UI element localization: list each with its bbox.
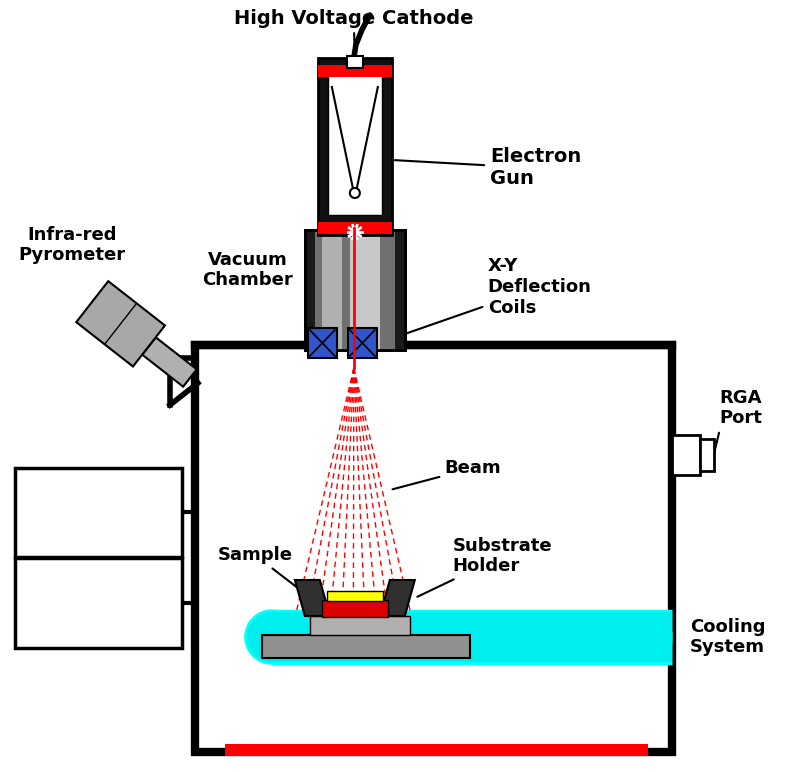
Bar (672, 435, 700, 475)
Text: Substrate
Holder: Substrate Holder (417, 537, 552, 597)
Text: High Voltage Cathode: High Voltage Cathode (234, 8, 474, 63)
Bar (305, 230, 405, 350)
Bar (15, 558, 182, 648)
Bar (322, 230, 342, 350)
Bar (15, 468, 182, 557)
Bar (328, 72, 382, 215)
Bar (195, 345, 672, 752)
Polygon shape (380, 580, 415, 616)
Bar (310, 616, 410, 635)
Bar (322, 600, 388, 617)
Text: Beam: Beam (393, 459, 501, 489)
Bar (700, 439, 714, 471)
Polygon shape (76, 281, 165, 367)
Bar (318, 222, 392, 234)
Bar (308, 328, 337, 358)
Bar (350, 230, 380, 350)
Bar (348, 328, 377, 358)
Text: X-Y
Deflection
Coils: X-Y Deflection Coils (382, 257, 592, 342)
Bar (318, 65, 392, 77)
Bar (347, 56, 363, 68)
Polygon shape (142, 337, 197, 387)
Text: Infra-red
Pyrometer: Infra-red Pyrometer (18, 225, 126, 264)
Text: Sample: Sample (217, 546, 322, 606)
Bar (315, 230, 395, 350)
Text: RGA
Port: RGA Port (719, 388, 763, 428)
Polygon shape (295, 580, 330, 616)
Text: Electron
Gun: Electron Gun (394, 147, 581, 188)
Bar (305, 230, 405, 350)
Bar (318, 58, 392, 235)
Text: Vacuum
Chamber: Vacuum Chamber (202, 251, 294, 290)
Bar (262, 635, 470, 658)
Text: Cooling
System: Cooling System (689, 618, 765, 656)
Bar (225, 744, 648, 756)
Bar (327, 591, 382, 601)
Text: T.P: T.P (79, 502, 116, 522)
Bar (316, 614, 394, 618)
Text: R.P: R.P (77, 593, 119, 613)
